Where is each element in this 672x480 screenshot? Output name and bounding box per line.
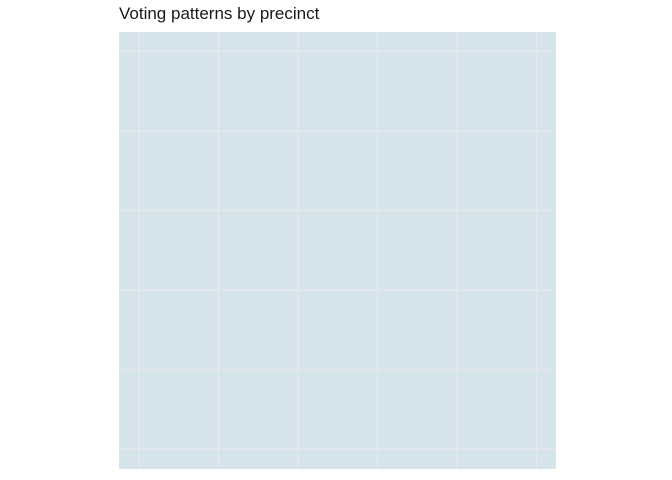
map-canvas (119, 32, 556, 469)
map-title: Voting patterns by precinct (119, 4, 320, 23)
map-panel (119, 32, 556, 469)
panel-background (119, 32, 556, 469)
graticule (119, 32, 556, 469)
